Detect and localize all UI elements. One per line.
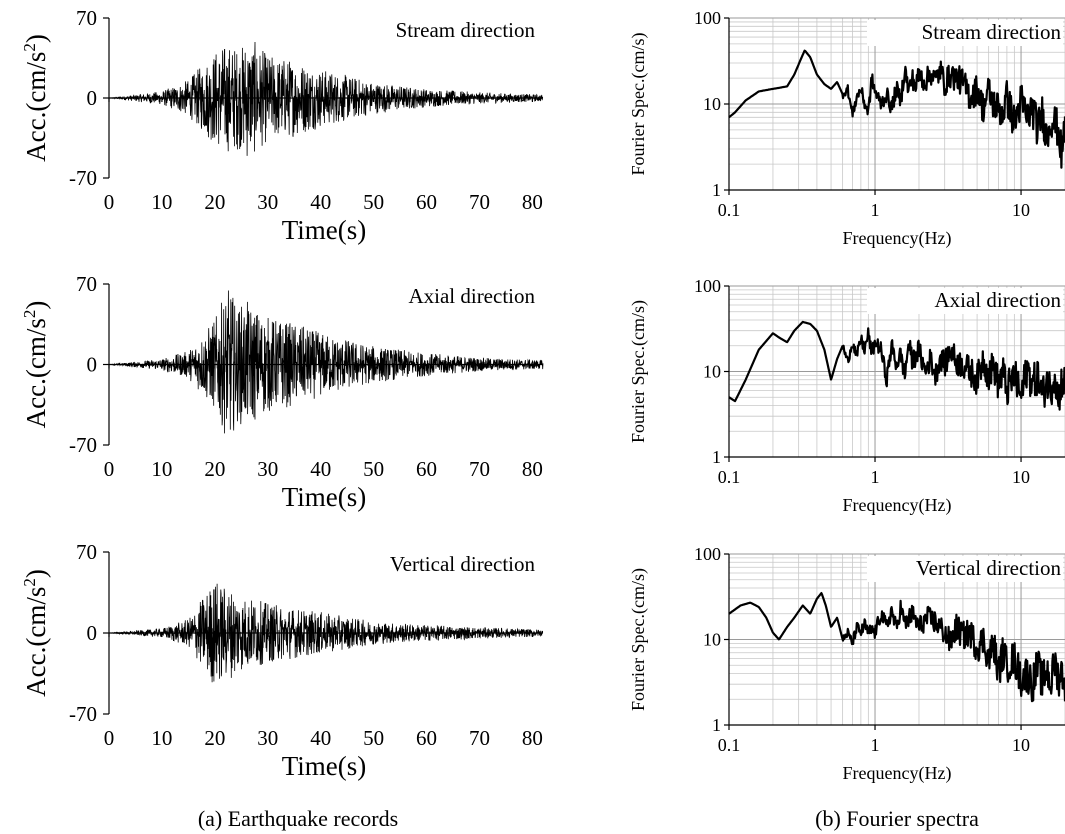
- y-tick-label: 100: [694, 276, 721, 296]
- x-tick-label: 50: [363, 726, 384, 750]
- x-tick-label: 30: [257, 457, 278, 481]
- x-tick-label: 60: [416, 726, 437, 750]
- y-axis-label: Acc.(cm/s2): [20, 34, 51, 162]
- y-axis-label: Acc.(cm/s2): [20, 301, 51, 429]
- y-tick-label: -70: [69, 702, 97, 726]
- x-tick-label: 80: [522, 726, 543, 750]
- y-tick-label: 100: [694, 544, 721, 564]
- y-tick-label: -70: [69, 166, 97, 190]
- y-tick-label: 0: [87, 353, 98, 377]
- y-tick-label: -70: [69, 433, 97, 457]
- x-tick-label: 20: [204, 726, 225, 750]
- x-axis-label: Frequency(Hz): [843, 228, 952, 249]
- x-tick-label: 1: [871, 735, 880, 755]
- y-tick-label: 100: [694, 8, 721, 28]
- title-background: [867, 20, 1063, 46]
- acc-panel-1: 70 0 -70 0 10 20 30 40 50 60 70 80 Time(s) Acc.(cm/s2…: [20, 6, 544, 245]
- x-axis-label: Time(s): [282, 751, 367, 781]
- x-tick-label: 0.1: [718, 467, 741, 487]
- acc-trace: [109, 290, 544, 434]
- x-tick-label: 50: [363, 190, 384, 214]
- x-axis-label: Time(s): [282, 482, 367, 512]
- x-tick-label: 0: [104, 457, 115, 481]
- x-tick-label: 20: [204, 190, 225, 214]
- panel-title: Axial direction: [934, 288, 1061, 312]
- x-axis-label: Time(s): [282, 215, 367, 245]
- x-tick-label: 60: [416, 190, 437, 214]
- x-tick-label: 0: [104, 726, 115, 750]
- x-tick-label: 10: [151, 457, 172, 481]
- y-tick-label: 70: [76, 540, 97, 564]
- acc-panel-2: 70 0 -70 0 10 20 30 40 50 60 70 80 Time(s) Acc.(cm/s2…: [20, 272, 544, 512]
- acc-trace: [109, 41, 544, 156]
- panel-title: Vertical direction: [916, 556, 1062, 580]
- x-tick-label: 70: [469, 190, 490, 214]
- y-axis-label: Fourier Spec.(cm/s): [628, 33, 649, 176]
- x-tick-label: 10: [1012, 467, 1030, 487]
- x-tick-label: 40: [310, 726, 331, 750]
- y-tick-label: 10: [703, 94, 721, 114]
- y-axis-label: Fourier Spec.(cm/s): [628, 300, 649, 443]
- title-background: [867, 288, 1063, 314]
- x-tick-label: 40: [310, 190, 331, 214]
- spectrum-line: [728, 320, 1065, 411]
- y-tick-label: 10: [703, 362, 721, 382]
- y-tick-label: 0: [87, 621, 98, 645]
- caption-b: (b) Fourier spectra: [815, 806, 979, 831]
- x-tick-label: 40: [310, 457, 331, 481]
- x-tick-label: 10: [1012, 735, 1030, 755]
- y-tick-label: 1: [712, 180, 721, 200]
- y-tick-label: 70: [76, 6, 97, 30]
- x-tick-label: 70: [469, 726, 490, 750]
- y-tick-label: 1: [712, 447, 721, 467]
- x-axis-label: Frequency(Hz): [843, 763, 952, 784]
- panel-title: Vertical direction: [390, 552, 536, 576]
- caption-a: (a) Earthquake records: [198, 806, 398, 831]
- panel-title: Stream direction: [396, 18, 536, 42]
- x-tick-label: 80: [522, 190, 543, 214]
- y-tick-label: 10: [703, 630, 721, 650]
- x-tick-label: 30: [257, 726, 278, 750]
- x-tick-label: 10: [151, 190, 172, 214]
- x-tick-label: 1: [871, 467, 880, 487]
- title-background: [867, 556, 1063, 582]
- panel-title: Axial direction: [408, 284, 535, 308]
- spectrum-line: [728, 592, 1065, 703]
- acc-trace: [109, 583, 544, 683]
- y-axis-label: Acc.(cm/s2): [20, 569, 51, 697]
- y-tick-label: 70: [76, 272, 97, 296]
- x-tick-label: 10: [1012, 200, 1030, 220]
- panel-title: Stream direction: [922, 20, 1062, 44]
- x-tick-label: 10: [151, 726, 172, 750]
- x-tick-label: 0.1: [718, 735, 741, 755]
- x-axis-label: Frequency(Hz): [843, 495, 952, 516]
- spectrum-line: [728, 49, 1065, 169]
- y-tick-label: 1: [712, 715, 721, 735]
- y-axis-label: Fourier Spec.(cm/s): [628, 568, 649, 711]
- x-tick-label: 20: [204, 457, 225, 481]
- x-tick-label: 50: [363, 457, 384, 481]
- x-tick-label: 70: [469, 457, 490, 481]
- x-tick-label: 0: [104, 190, 115, 214]
- x-tick-label: 60: [416, 457, 437, 481]
- x-tick-label: 30: [257, 190, 278, 214]
- acc-panel-3: 70 0 -70 0 10 20 30 40 50 60 70 80 Time(s) Acc.(cm/s2…: [20, 540, 544, 781]
- y-tick-label: 0: [87, 86, 98, 110]
- x-tick-label: 1: [871, 200, 880, 220]
- x-tick-label: 80: [522, 457, 543, 481]
- x-tick-label: 0.1: [718, 200, 741, 220]
